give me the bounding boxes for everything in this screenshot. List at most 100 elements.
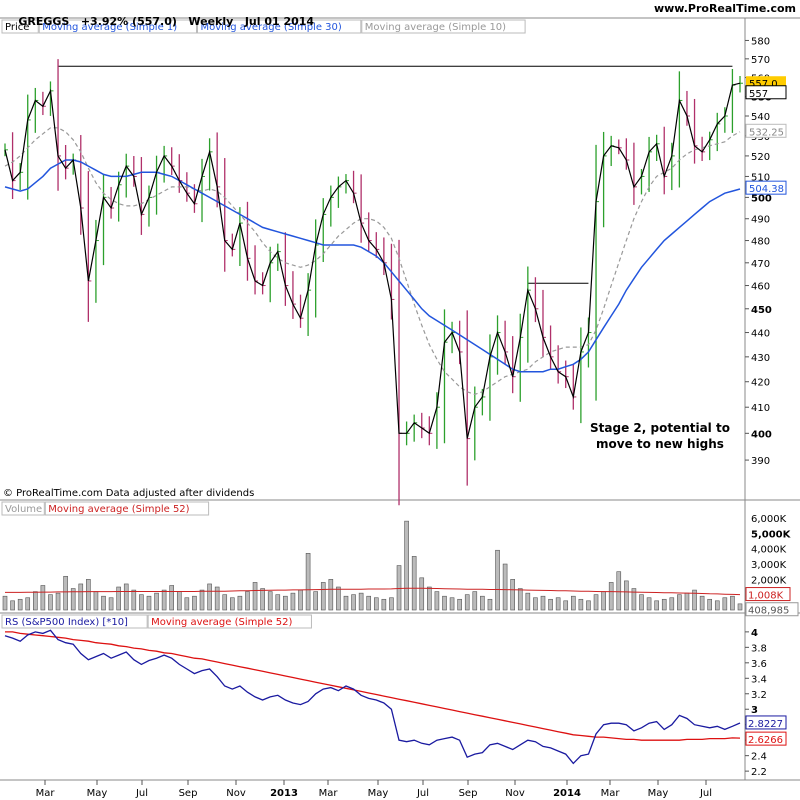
volume-bar bbox=[290, 592, 296, 611]
volume-bar bbox=[692, 589, 697, 611]
header-left: GREGGS +3.92% (557.0) Weekly Jul 01 2014 bbox=[3, 2, 314, 41]
price-y-tick-label: 420 bbox=[751, 378, 770, 389]
volume-bar bbox=[684, 592, 690, 611]
volume-bar bbox=[631, 588, 637, 611]
volume-bar bbox=[502, 563, 508, 611]
volume-bar bbox=[93, 591, 99, 611]
price-y-tick-label: 540 bbox=[751, 112, 770, 123]
volume-bar bbox=[17, 598, 23, 611]
volume-bar bbox=[472, 591, 478, 611]
rs-y-tick-label: 2.4 bbox=[751, 752, 767, 763]
x-axis-label: May bbox=[648, 788, 669, 799]
ma1-line bbox=[4, 82, 741, 439]
volume-bar bbox=[305, 553, 311, 611]
price-legend-label: Moving average (Simple 1) bbox=[42, 22, 177, 33]
volume-bar bbox=[207, 583, 212, 611]
x-axis-label: 2014 bbox=[553, 788, 581, 799]
volume-bar bbox=[464, 594, 470, 611]
annotation-line-1: Stage 2, potential to bbox=[590, 421, 730, 435]
volume-ma-line bbox=[5, 587, 741, 596]
volume-bar bbox=[404, 520, 409, 611]
x-axis-label: May bbox=[368, 788, 389, 799]
volume-bar bbox=[313, 591, 318, 611]
volume-bar bbox=[570, 595, 576, 611]
volume-bar bbox=[449, 597, 455, 611]
volume-bar bbox=[101, 595, 106, 611]
volume-bars bbox=[2, 520, 743, 611]
volume-bar bbox=[381, 598, 387, 611]
volume-bar bbox=[33, 591, 38, 611]
volume-bar bbox=[199, 589, 205, 611]
x-axis-label: Jul bbox=[135, 788, 148, 799]
volume-bar bbox=[260, 588, 265, 611]
volume-bar bbox=[283, 595, 288, 611]
copyright-text: © ProRealTime.com Data adjusted after di… bbox=[3, 488, 254, 499]
volume-bar bbox=[298, 589, 303, 611]
price-legend-label: Moving average (Simple 10) bbox=[365, 22, 506, 33]
x-axis-label: May bbox=[87, 788, 108, 799]
volume-bar bbox=[108, 597, 114, 611]
ma1-value-badge: 557 bbox=[749, 89, 768, 100]
ma30-value-badge-box bbox=[745, 180, 787, 195]
volume-badge-box bbox=[745, 602, 799, 617]
price-y-tick-label: 440 bbox=[751, 329, 770, 340]
volume-bar bbox=[540, 595, 546, 611]
volume-bar bbox=[411, 556, 417, 611]
volume-bar bbox=[131, 589, 137, 611]
volume-bar bbox=[533, 597, 538, 611]
volume-bar bbox=[116, 586, 121, 611]
annotation-text: Stage 2, potential to move to new highs bbox=[575, 420, 745, 452]
volume-y-tick-label: 6,000K bbox=[751, 514, 787, 525]
rs-ma-badge: 2.6266 bbox=[748, 735, 783, 746]
volume-bar bbox=[78, 583, 84, 611]
last-price-badge: 557.0 bbox=[749, 79, 778, 90]
volume-bar bbox=[639, 594, 644, 611]
volume-bar bbox=[563, 600, 569, 611]
rs-badge-box bbox=[745, 715, 787, 730]
volume-bar bbox=[442, 595, 447, 611]
volume-bar bbox=[366, 595, 372, 611]
volume-bar bbox=[320, 582, 326, 611]
volume-bar bbox=[601, 591, 606, 611]
volume-bar bbox=[70, 588, 76, 611]
volume-y-tick-label: 2,000K bbox=[751, 575, 787, 586]
volume-bar bbox=[616, 571, 622, 611]
volume-bar bbox=[714, 600, 720, 611]
volume-bar bbox=[48, 594, 53, 611]
volume-bar bbox=[55, 592, 61, 611]
volume-legend-label: Volume bbox=[5, 504, 42, 515]
volume-bar bbox=[555, 597, 561, 611]
x-axis-label: Mar bbox=[319, 788, 339, 799]
price-y-tick-label: 450 bbox=[751, 305, 772, 316]
volume-bar bbox=[419, 577, 425, 611]
x-axis-label: Mar bbox=[36, 788, 56, 799]
x-axis-label: 2013 bbox=[270, 788, 298, 799]
volume-bar bbox=[40, 585, 46, 611]
volume-y-tick-label: 4,000K bbox=[751, 545, 787, 556]
rs-legend-label: Moving average (Simple 52) bbox=[151, 617, 292, 628]
volume-legend-label: Moving average (Simple 52) bbox=[48, 504, 189, 515]
price-legend-box bbox=[197, 19, 362, 34]
volume-bar bbox=[525, 592, 531, 611]
price-y-tick-label: 390 bbox=[751, 456, 770, 467]
volume-bar bbox=[230, 597, 235, 611]
volume-bar bbox=[608, 582, 614, 611]
volume-bar bbox=[654, 600, 659, 611]
volume-bar bbox=[593, 594, 599, 611]
volume-bar bbox=[176, 591, 182, 611]
price-legend-label: Moving average (Simple 30) bbox=[201, 22, 342, 33]
volume-bar bbox=[222, 594, 228, 611]
volume-bar bbox=[358, 592, 364, 611]
volume-y-tick-label: 3,000K bbox=[751, 560, 787, 571]
site-link[interactable]: www.ProRealTime.com bbox=[653, 2, 796, 15]
volume-bar bbox=[457, 598, 462, 611]
rs-y-tick-label: 3.2 bbox=[751, 690, 767, 701]
volume-bar bbox=[154, 592, 159, 611]
volume-ma-badge-box bbox=[745, 587, 791, 602]
price-y-tick-label: 510 bbox=[751, 172, 770, 183]
price-change: +3.92% (557.0) bbox=[80, 15, 177, 28]
ma1-value-badge-box bbox=[745, 85, 787, 100]
volume-bar bbox=[336, 586, 341, 611]
